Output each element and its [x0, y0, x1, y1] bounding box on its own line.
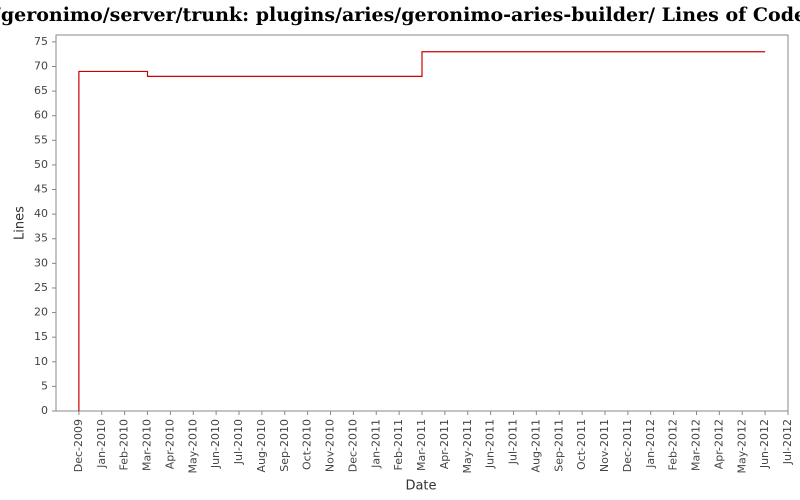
plot-area [55, 34, 789, 412]
x-tick-label: Jun-2011 [484, 419, 497, 469]
x-tick-label: Mar-2012 [690, 419, 703, 471]
x-tick-label: Aug-2011 [529, 419, 542, 472]
x-tick-label: Feb-2012 [667, 419, 680, 470]
x-tick-label: Oct-2010 [301, 419, 314, 470]
y-tick-label: 10 [34, 355, 48, 368]
y-tick-label: 45 [34, 183, 48, 196]
y-tick-label: 75 [34, 35, 48, 48]
x-tick-label: Mar-2010 [141, 419, 154, 471]
x-tick-label: Dec-2009 [72, 419, 85, 472]
x-tick-label: Feb-2011 [392, 419, 405, 470]
x-tick-label: Jun-2010 [209, 419, 222, 469]
x-tick-label: Dec-2010 [346, 419, 359, 472]
x-tick-label: Sep-2010 [278, 419, 291, 472]
x-axis-label: Date [405, 479, 436, 494]
y-axis-label: Lines [13, 206, 28, 240]
x-tick-label: Jul-2010 [232, 419, 245, 465]
y-tick-label: 40 [34, 207, 48, 220]
x-tick-label: Apr-2011 [438, 419, 451, 469]
x-tick-label: Jul-2012 [781, 419, 794, 465]
y-tick-label: 70 [34, 59, 48, 72]
x-tick-label: Dec-2011 [621, 419, 634, 472]
x-tick-label: Feb-2010 [118, 419, 131, 470]
y-tick-label: 60 [34, 109, 48, 122]
y-tick-label: 65 [34, 84, 48, 97]
chart-title: /geronimo/server/trunk: plugins/aries/ge… [0, 4, 800, 26]
y-tick-label: 50 [34, 158, 48, 171]
y-tick-label: 30 [34, 256, 48, 269]
y-tick-label: 5 [41, 379, 48, 392]
y-tick-label: 20 [34, 306, 48, 319]
x-tick-label: Nov-2010 [324, 419, 337, 472]
x-tick-label: Apr-2012 [712, 419, 725, 469]
x-tick-label: Jul-2011 [507, 419, 520, 465]
y-tick-label: 35 [34, 232, 48, 245]
x-tick-label: May-2010 [186, 419, 199, 474]
x-tick-label: Apr-2010 [163, 419, 176, 469]
x-tick-label: Jun-2012 [758, 419, 771, 469]
x-tick-label: May-2012 [735, 419, 748, 474]
x-tick-label: Aug-2010 [255, 419, 268, 472]
x-tick-label: Mar-2011 [415, 419, 428, 471]
x-tick-label: Jan-2011 [369, 419, 382, 469]
y-tick-label: 25 [34, 281, 48, 294]
x-tick-label: Sep-2011 [552, 419, 565, 472]
x-tick-label: Oct-2011 [575, 419, 588, 470]
data-line [78, 51, 766, 411]
x-tick-label: Jan-2012 [644, 419, 657, 469]
x-tick-label: May-2011 [461, 419, 474, 474]
y-tick-label: 0 [41, 404, 48, 417]
x-tick-label: Nov-2011 [598, 419, 611, 472]
y-tick-label: 15 [34, 330, 48, 343]
y-tick-label: 55 [34, 133, 48, 146]
x-tick-label: Jan-2010 [95, 419, 108, 469]
